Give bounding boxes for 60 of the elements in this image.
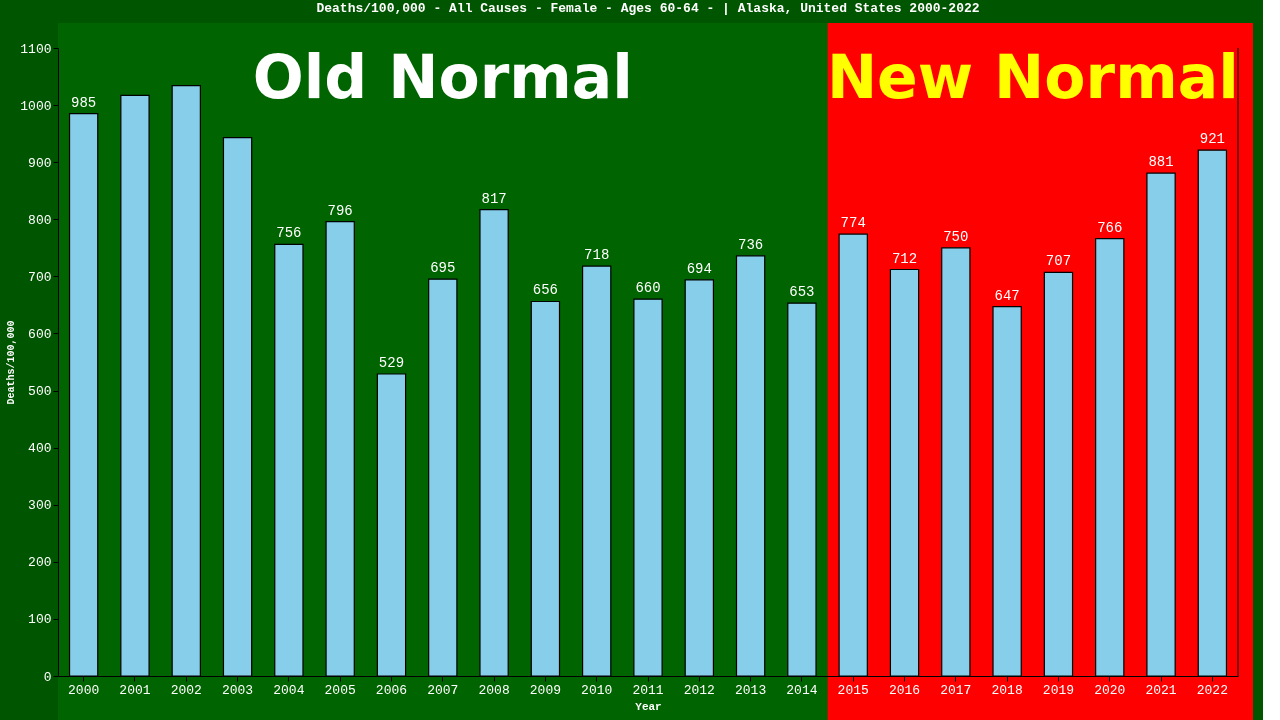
x-tick-label: 2016 [888, 682, 921, 698]
y-tick-label: 1000 [20, 98, 52, 114]
y-axis-title: Deaths/100,000 [6, 320, 18, 405]
y-tick-label: 400 [28, 441, 52, 457]
data-label: 707 [1045, 253, 1072, 270]
data-label: 653 [789, 284, 815, 301]
data-label: 921 [1199, 131, 1225, 148]
data-label: 529 [378, 354, 405, 371]
data-label: 656 [532, 282, 558, 299]
data-label: 881 [1148, 154, 1174, 171]
y-tick-label: 700 [28, 269, 52, 285]
data-label: 660 [635, 280, 661, 297]
data-label: 694 [686, 260, 712, 277]
data-label: 736 [738, 236, 764, 253]
data-label: 712 [891, 250, 918, 267]
x-tick-label: 2013 [735, 682, 767, 698]
data-label: 647 [994, 287, 1020, 304]
x-axis-title: Year [635, 700, 662, 713]
x-tick-label: 2006 [375, 682, 408, 698]
x-tick-label: 2009 [529, 682, 561, 698]
x-tick-label: 2002 [170, 682, 202, 698]
x-tick-label: 2000 [68, 682, 100, 698]
band-label: New Normal [826, 42, 1239, 112]
data-label: 750 [943, 228, 969, 245]
data-label: 695 [430, 260, 456, 277]
y-tick-label: 900 [28, 155, 52, 171]
y-tick-label: 200 [28, 555, 52, 571]
x-tick-label: 2020 [1094, 682, 1126, 698]
x-tick-label: 2005 [324, 682, 356, 698]
x-tick-label: 2014 [786, 682, 818, 698]
data-label: 766 [1097, 219, 1123, 236]
data-label: 985 [71, 94, 97, 111]
y-tick-label: 500 [28, 384, 52, 400]
y-tick-label: 600 [28, 326, 52, 342]
x-tick-label: 2017 [940, 682, 972, 698]
y-tick-label: 0 [43, 669, 52, 685]
data-label: 774 [840, 215, 866, 232]
x-tick-label: 2021 [1145, 682, 1177, 698]
x-tick-label: 2004 [273, 682, 305, 698]
x-tick-label: 2015 [837, 682, 869, 698]
x-tick-label: 2001 [119, 682, 151, 698]
x-tick-label: 2018 [991, 682, 1023, 698]
y-tick-label: 300 [28, 498, 52, 514]
y-tick-label: 100 [28, 612, 52, 628]
data-label: 817 [481, 190, 507, 207]
x-tick-label: 2007 [427, 682, 459, 698]
data-label: 796 [327, 202, 353, 219]
x-tick-label: 2010 [581, 682, 613, 698]
y-tick-label: 1100 [20, 41, 52, 57]
x-tick-label: 2022 [1196, 682, 1228, 698]
x-tick-label: 2003 [221, 682, 254, 698]
x-tick-label: 2012 [683, 682, 715, 698]
band-label: Old Normal [252, 42, 633, 112]
x-tick-label: 2008 [478, 682, 510, 698]
x-tick-label: 2011 [632, 682, 664, 698]
x-tick-label: 2019 [1042, 682, 1075, 698]
chart-title: Deaths/100,000 - All Causes - Female - Ages 60-64 - | Alaska, United States 2000-2022 [316, 1, 980, 16]
y-tick-label: 800 [28, 212, 52, 228]
data-label: 718 [584, 247, 610, 264]
data-label: 756 [276, 225, 302, 242]
